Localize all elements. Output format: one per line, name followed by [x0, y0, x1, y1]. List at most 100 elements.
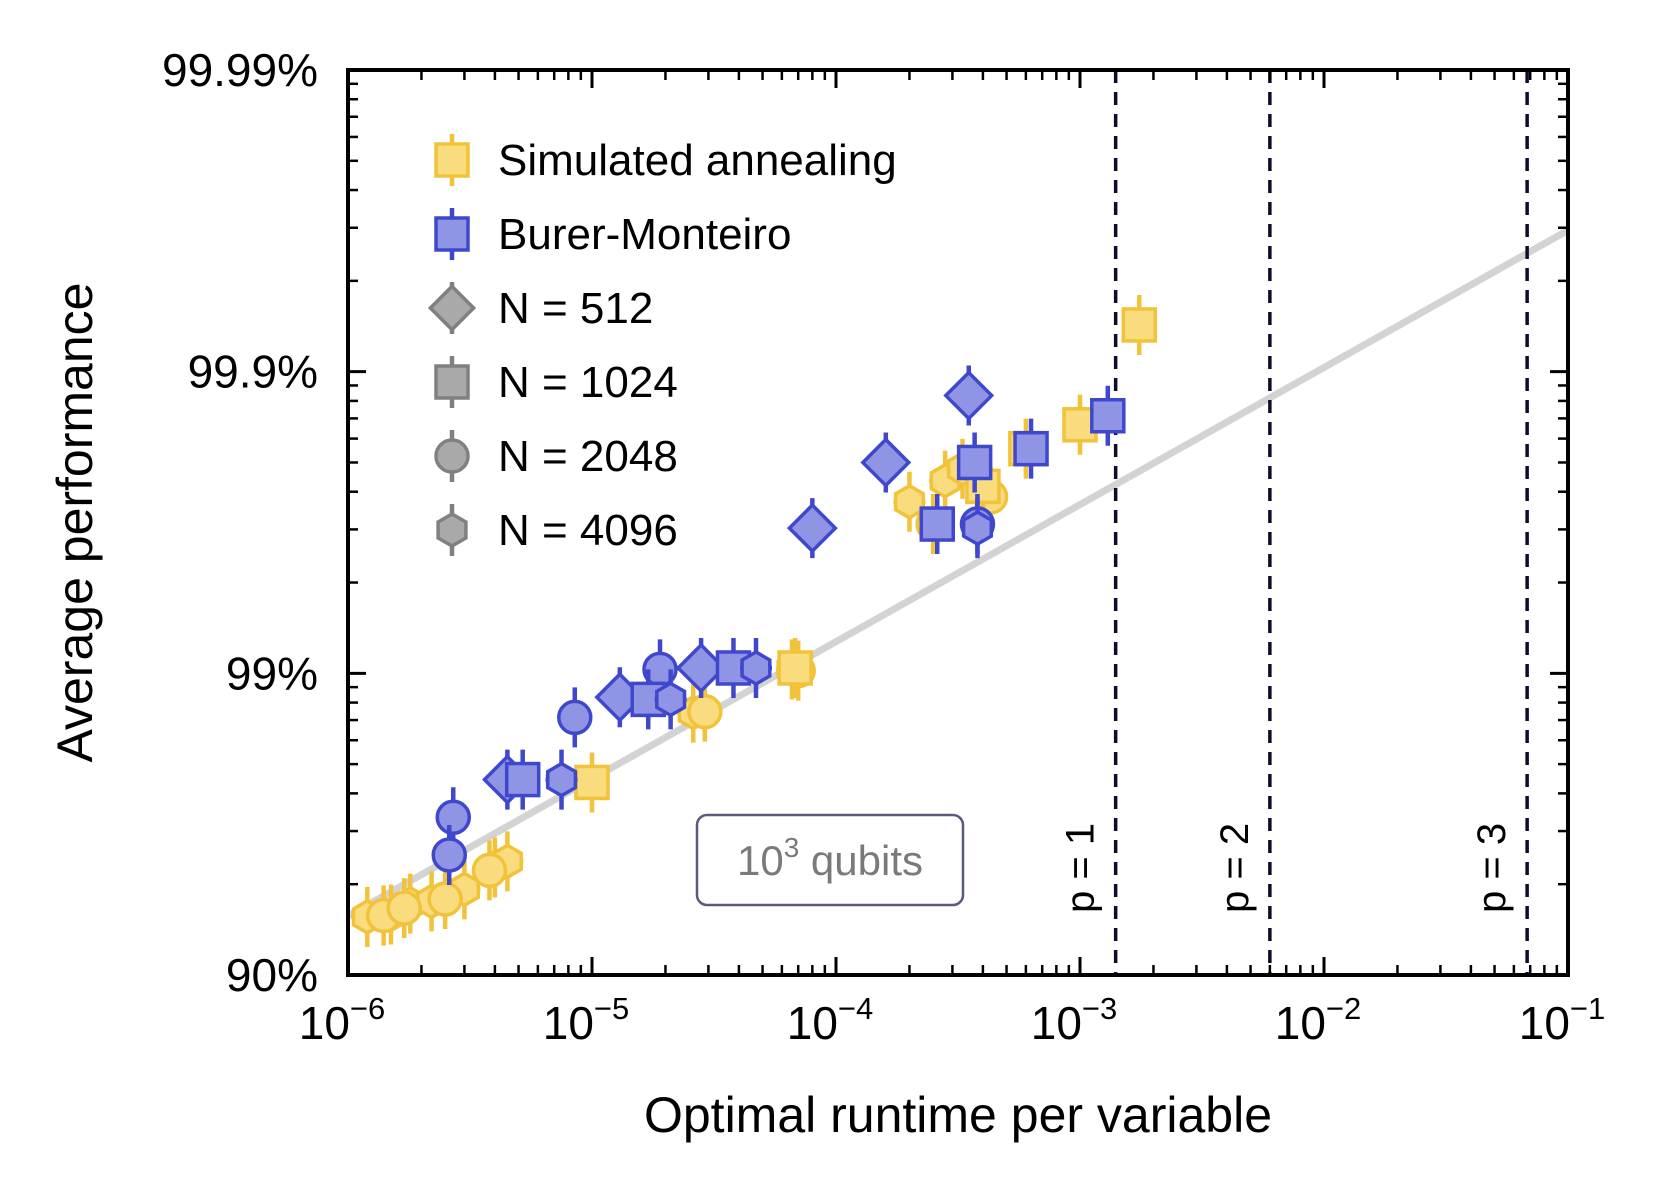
- data-point: [594, 667, 646, 728]
- y-tick-label: 99.99%: [162, 44, 318, 96]
- marker-hexagon: [545, 761, 578, 798]
- annotation-frame: [695, 813, 965, 907]
- x-tick-exponent: −1: [1570, 991, 1605, 1026]
- legend-entry: N = 4096: [436, 504, 678, 556]
- marker-circle: [471, 852, 508, 889]
- legend-label: N = 4096: [498, 506, 678, 555]
- y-tick-label: 99%: [226, 647, 318, 699]
- data-point: [1013, 418, 1049, 479]
- marker-square: [504, 761, 541, 798]
- data-point: [435, 787, 472, 848]
- legend-marker-square: [434, 364, 470, 400]
- legend-entry: N = 512: [427, 282, 653, 334]
- x-tick-label: 10−3: [1031, 991, 1118, 1049]
- marker-circle: [427, 881, 463, 917]
- x-tick-exponent: −2: [1326, 991, 1361, 1026]
- legend-entry: N = 1024: [434, 356, 678, 408]
- x-tick-exponent: −3: [1082, 991, 1117, 1026]
- data-point: [427, 869, 463, 930]
- data-point: [557, 687, 593, 748]
- fit-line-layer: [346, 227, 1570, 919]
- annotation-exponent: 3: [784, 832, 800, 863]
- x-tick-exponent: −4: [838, 991, 873, 1026]
- marker-square: [1090, 397, 1126, 434]
- legend-label: N = 512: [498, 284, 653, 333]
- x-tick-exponent: −6: [350, 991, 385, 1026]
- legend-entry: Burer-Monteiro: [434, 208, 791, 260]
- y-tick-label: 99.9%: [188, 346, 318, 398]
- data-point: [574, 752, 610, 813]
- fit-line: [346, 227, 1570, 919]
- marker-square: [777, 650, 813, 686]
- legend-entry: N = 2048: [434, 430, 678, 482]
- marker-circle: [687, 693, 723, 730]
- x-axis-title: Optimal runtime per variable: [644, 1087, 1272, 1143]
- annotation-text: 103 qubits: [737, 832, 923, 884]
- marker-hexagon: [740, 649, 772, 687]
- data-point: [654, 669, 687, 730]
- legend-label: Burer-Monteiro: [498, 210, 791, 259]
- vline-label-p3: p = 3: [1470, 823, 1514, 913]
- annotation-base: 10: [737, 837, 784, 884]
- plot-frame: [346, 68, 1570, 977]
- data-point: [739, 637, 772, 698]
- x-tick-base: 10: [787, 997, 838, 1049]
- axis-ticks-layer: 10−6 10−5 10−4 10−3 10−2 10−190%99%99.9%99.99…: [162, 44, 1605, 1049]
- marker-diamond: [786, 502, 838, 554]
- marker-square: [956, 444, 993, 481]
- marker-diamond: [943, 370, 995, 421]
- data-point: [1121, 294, 1158, 355]
- legend-marker-hexagon: [436, 511, 468, 549]
- legend-marker-diamond: [427, 283, 477, 333]
- legend-label: N = 1024: [498, 358, 678, 407]
- data-point: [471, 840, 508, 901]
- x-tick-label: 10−6: [299, 991, 386, 1049]
- legend-label: Simulated annealing: [498, 136, 897, 185]
- annotation-box: 103 qubits: [695, 813, 965, 907]
- data-point: [504, 749, 541, 810]
- marker-hexagon: [655, 681, 687, 718]
- data-point: [777, 637, 813, 698]
- data-point: [943, 365, 995, 426]
- x-tick-label: 10−4: [787, 991, 874, 1049]
- y-axis-title: Average performance: [47, 283, 103, 763]
- x-tick-label: 10−2: [1275, 991, 1362, 1049]
- x-tick-exponent: −5: [594, 991, 629, 1026]
- data-points-layer: [351, 294, 1158, 947]
- annotation-suffix: qubits: [799, 837, 923, 884]
- legend-entry: Simulated annealing: [434, 134, 897, 186]
- x-tick-base: 10: [1275, 997, 1326, 1049]
- data-point: [1090, 385, 1126, 446]
- marker-circle: [386, 890, 422, 926]
- data-point: [386, 878, 422, 939]
- data-point: [545, 749, 578, 810]
- legend-label: N = 2048: [498, 432, 678, 481]
- marker-square: [919, 506, 956, 542]
- data-point: [431, 824, 468, 885]
- series-bm-hexagon: [545, 498, 994, 810]
- x-tick-base: 10: [543, 997, 594, 1049]
- legend-marker-square: [434, 216, 470, 252]
- legend-marker-square: [434, 142, 470, 178]
- data-point: [961, 498, 994, 559]
- marker-circle: [431, 837, 468, 873]
- marker-hexagon: [961, 510, 994, 547]
- data-point: [919, 494, 956, 555]
- data-point: [893, 471, 926, 532]
- marker-circle: [557, 699, 593, 736]
- marker-circle: [435, 799, 472, 836]
- marker-diamond: [860, 437, 912, 488]
- data-point: [786, 498, 838, 559]
- marker-square: [1013, 430, 1049, 467]
- data-point: [687, 681, 723, 742]
- legend-marker-circle: [434, 438, 470, 474]
- vline-label-p1: p = 1: [1059, 823, 1103, 913]
- y-tick-label: 90%: [226, 949, 318, 1001]
- x-tick-label: 10−1: [1519, 991, 1606, 1049]
- x-tick-base: 10: [1031, 997, 1082, 1049]
- data-point: [860, 432, 912, 493]
- data-point: [956, 432, 993, 493]
- vertical-lines-layer: p = 1 p = 2 p = 3: [1059, 70, 1529, 975]
